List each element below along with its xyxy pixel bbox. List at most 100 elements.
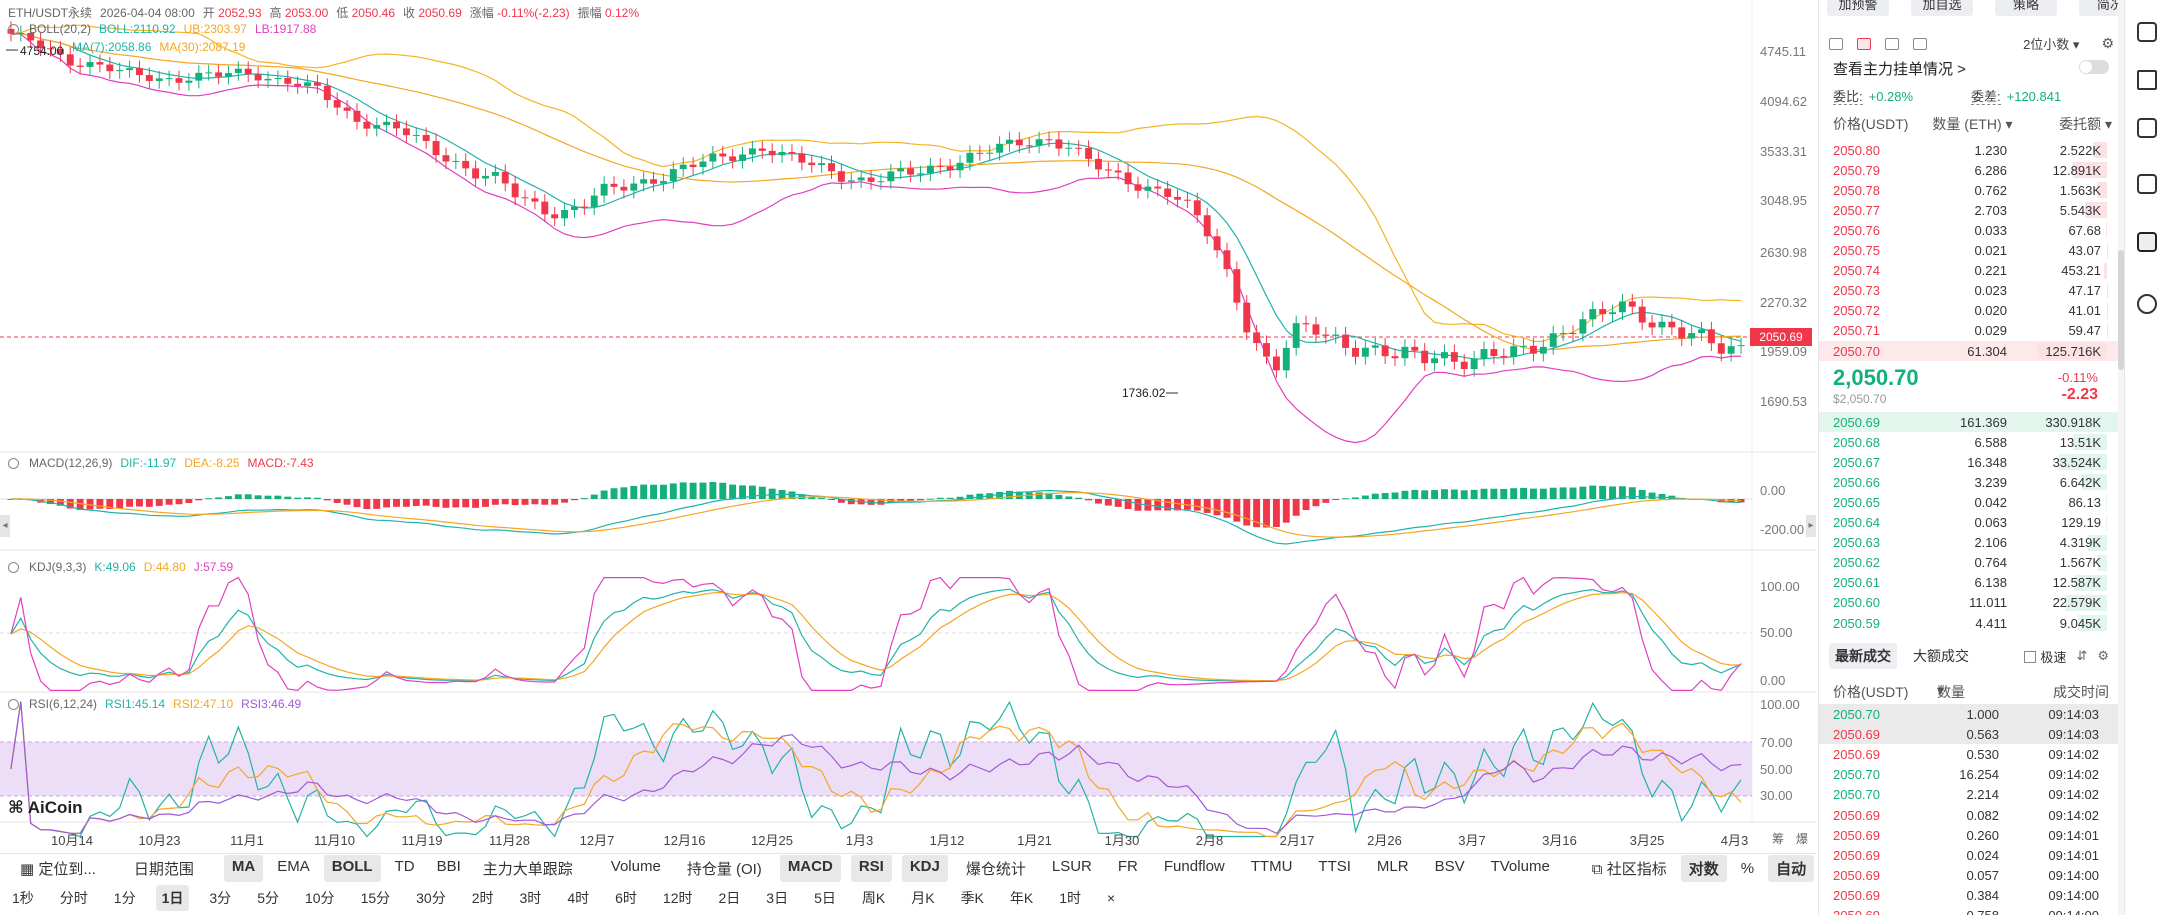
interval-17[interactable]: 周K [861,890,886,906]
interval-11[interactable]: 4时 [567,890,590,906]
rsi-legend[interactable]: RSI(6,12,24) RSI1:45.14 RSI2:47.10 RSI3:… [8,697,301,711]
interval-9[interactable]: 2时 [471,890,494,906]
interval-18[interactable]: 月K [911,890,935,906]
liquidation-button[interactable]: 爆 [1796,832,1809,846]
panel-scrollbar-thumb[interactable] [2118,250,2124,370]
bid-row[interactable]: 2050.62 0.764 1.567K [1819,553,2119,573]
chart-canvas[interactable] [0,0,1816,850]
sub-indicator-5[interactable]: 爆仓统计 [965,861,1026,878]
eye-icon[interactable] [8,698,19,710]
trade-row[interactable]: 2050.69 0.260 09:14:01 [1819,825,2119,845]
sub-indicator-0[interactable]: Volume [610,858,661,875]
ask-row[interactable]: 2050.77 2.703 5.543K [1819,200,2119,220]
interval-20[interactable]: 年K [1009,890,1034,906]
ask-row[interactable]: 2050.72 0.020 41.01 [1819,301,2119,321]
sub-indicator-6[interactable]: LSUR [1051,858,1092,875]
fast-mode-checkbox[interactable]: 极速 [2024,647,2066,666]
interval-19[interactable]: 季K [960,890,984,906]
boll-legend[interactable]: BOLL(20,2) BOLL:2110.92 UB:2303.97 LB:19… [8,22,316,36]
interval-13[interactable]: 12时 [662,890,693,906]
bid-row[interactable]: 2050.68 6.588 13.51K [1819,432,2119,452]
trade-row[interactable]: 2050.70 2.214 09:14:02 [1819,784,2119,804]
filter-icon[interactable]: ⇵ [2076,648,2088,663]
drawing-tool-icon[interactable] [2137,22,2157,42]
decimals-select[interactable]: 2位小数 ▾ [2023,37,2080,52]
main-orders-link[interactable]: 查看主力挂单情况 > [1833,61,1966,78]
sub-indicator-9[interactable]: TTMU [1250,858,1293,875]
indicator-0[interactable]: MA [223,855,264,882]
tab-latest-trades[interactable]: 最新成交 [1829,643,1897,669]
sub-indicator-12[interactable]: BSV [1434,858,1465,875]
sub-indicator-2[interactable]: MACD [779,855,841,882]
bid-row[interactable]: 2050.69 161.369 330.918K [1819,412,2119,432]
bid-row[interactable]: 2050.59 4.411 9.045K [1819,613,2119,633]
trade-qty-header[interactable]: 数量(ETH) ▾ [1937,682,1974,718]
indicator-1[interactable]: EMA [277,858,310,875]
interval-14[interactable]: 2日 [718,890,741,906]
tools-icon[interactable] [2137,294,2157,314]
sub-indicator-4[interactable]: KDJ [901,855,948,882]
panel-scrollbar[interactable] [2118,0,2124,915]
panel-button-0[interactable]: 加预警 [1827,0,1889,16]
close-interval-icon[interactable]: × [1107,890,1116,906]
interval-8[interactable]: 30分 [416,890,446,906]
trade-row[interactable]: 2050.69 0.057 09:14:00 [1819,865,2119,885]
indicator-5[interactable]: 主力大单跟踪 [482,861,573,878]
ask-row[interactable]: 2050.73 0.023 47.17 [1819,281,2119,301]
trade-row[interactable]: 2050.69 0.563 09:14:03 [1819,724,2119,745]
asks-only-icon[interactable] [1913,37,1927,50]
ask-row[interactable]: 2050.80 1.230 2.522K [1819,140,2119,160]
panel-button-1[interactable]: 加自选 [1911,0,1973,16]
interval-12[interactable]: 6时 [615,890,637,906]
log-scale-button[interactable]: 对数 [1680,855,1727,882]
depth-chart-icon[interactable] [1829,37,1843,50]
interval-0[interactable]: 1秒 [12,890,34,906]
ask-row[interactable]: 2050.74 0.221 453.21 [1819,261,2119,281]
ask-row[interactable]: 2050.70 61.304 125.716K [1819,341,2119,361]
percent-scale-button[interactable]: % [1740,860,1755,877]
chip-button[interactable]: 筹 [1772,832,1785,846]
sub-indicator-1[interactable]: 持仓量 (OI) [686,861,762,878]
wallet-icon[interactable] [2137,174,2157,194]
gear-icon[interactable]: ⚙ [2097,648,2109,663]
robot-icon[interactable] [2137,232,2157,252]
indicator-3[interactable]: TD [394,858,415,875]
bid-row[interactable]: 2050.63 2.106 4.319K [1819,533,2119,553]
interval-7[interactable]: 15分 [360,890,391,906]
eye-icon[interactable] [8,23,19,35]
trade-row[interactable]: 2050.69 0.384 09:14:00 [1819,885,2119,905]
main-orders-toggle[interactable] [2079,60,2109,74]
qty-col-header[interactable]: 数量 (ETH) ▾ [1932,116,2013,132]
community-indicator-button[interactable]: ⧉ 社区指标 [1584,855,1675,882]
interval-2[interactable]: 1分 [113,890,136,906]
ask-row[interactable]: 2050.76 0.033 67.68 [1819,220,2119,240]
tab-large-trades[interactable]: 大额成交 [1913,648,1969,664]
ask-row[interactable]: 2050.75 0.021 43.07 [1819,241,2119,261]
auto-scale-button[interactable]: 自动 [1768,855,1815,882]
bid-row[interactable]: 2050.65 0.042 86.13 [1819,492,2119,512]
interval-10[interactable]: 3时 [519,890,542,906]
bid-row[interactable]: 2050.67 16.348 33.524K [1819,452,2119,472]
bid-row[interactable]: 2050.66 3.239 6.642K [1819,472,2119,492]
sub-indicator-7[interactable]: FR [1117,858,1138,875]
interval-15[interactable]: 3日 [766,890,789,906]
indicator-2[interactable]: BOLL [323,855,381,882]
ask-row[interactable]: 2050.78 0.762 1.563K [1819,180,2119,200]
collapse-left-icon[interactable]: ◂ [0,515,10,537]
ask-row[interactable]: 2050.79 6.286 12.891K [1819,160,2119,180]
sub-indicator-10[interactable]: TTSI [1318,858,1351,875]
bid-row[interactable]: 2050.64 0.063 129.19 [1819,513,2119,533]
bids-only-icon[interactable] [1885,37,1899,50]
indicator-4[interactable]: BBI [436,858,461,875]
trade-row[interactable]: 2050.69 0.530 09:14:02 [1819,744,2119,764]
interval-16[interactable]: 5日 [814,890,836,906]
trade-row[interactable]: 2050.69 0.024 09:14:01 [1819,845,2119,865]
eye-icon[interactable] [8,561,19,573]
panel-button-2[interactable]: 策略 [1995,0,2057,16]
ask-row[interactable]: 2050.71 0.029 59.47 [1819,321,2119,341]
date-range-button[interactable]: 日期范围 [133,861,194,878]
interval-3[interactable]: 1日 [155,885,190,911]
sub-indicator-8[interactable]: Fundflow [1163,858,1225,875]
interval-4[interactable]: 3分 [209,890,232,906]
interval-1[interactable]: 分时 [59,890,88,906]
